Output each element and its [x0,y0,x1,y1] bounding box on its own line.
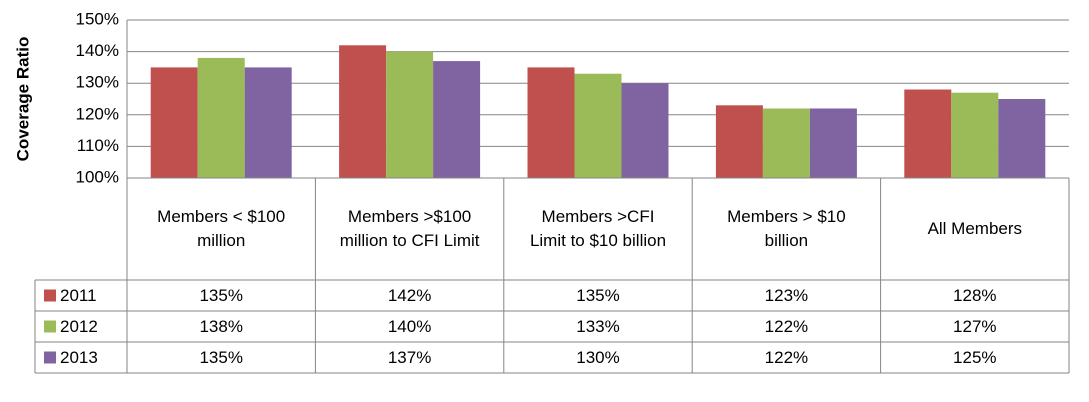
table-cell: 122% [765,317,808,336]
bar [433,61,481,178]
legend-swatch [44,320,56,333]
y-tick-label: 100% [76,167,119,186]
y-tick-label: 120% [76,104,119,123]
table-cell: 133% [576,317,619,336]
legend-label: 2012 [60,317,98,336]
table-cell: 122% [765,348,808,367]
category-label: Members < $100 million [157,207,286,250]
bar [197,57,245,178]
category-label: Members >CFI Limit to $10 billion [529,207,667,250]
table-cell: 135% [199,348,242,367]
category-label: All Members [927,219,1023,238]
table-cell: 128% [953,286,996,305]
legend-label: 2011 [60,286,97,305]
table-cell: 135% [576,286,619,305]
bar [621,83,669,178]
legend-swatch [44,351,56,364]
bar [715,105,763,178]
y-tick-label: 150% [76,9,119,28]
table-cell: 123% [765,286,808,305]
category-label: Members > $10 billion [727,207,846,250]
bar [150,67,198,178]
bar [574,73,622,178]
bar [527,67,575,178]
table-cell: 138% [199,317,242,336]
table-cell: 125% [953,348,996,367]
y-tick-label: 110% [77,136,119,155]
bar [339,45,387,178]
legend-label: 2013 [60,348,98,367]
table-cell: 137% [388,348,431,367]
bar [951,92,999,178]
y-tick-label: 140% [76,41,119,60]
bar [386,51,434,178]
table-cell: 140% [388,317,431,336]
table-cell: 130% [576,348,619,367]
bar [809,108,857,178]
bar [244,67,292,178]
bar [998,99,1046,178]
legend-swatch [44,289,56,302]
y-axis-label: Coverage Ratio [13,37,32,162]
bar [762,108,810,178]
category-label: Members >$100 million to CFI Limit [339,207,480,250]
bar [904,89,952,178]
table-cell: 127% [953,317,996,336]
y-tick-label: 130% [76,73,119,92]
table-cell: 135% [199,286,242,305]
table-cell: 142% [388,286,431,305]
